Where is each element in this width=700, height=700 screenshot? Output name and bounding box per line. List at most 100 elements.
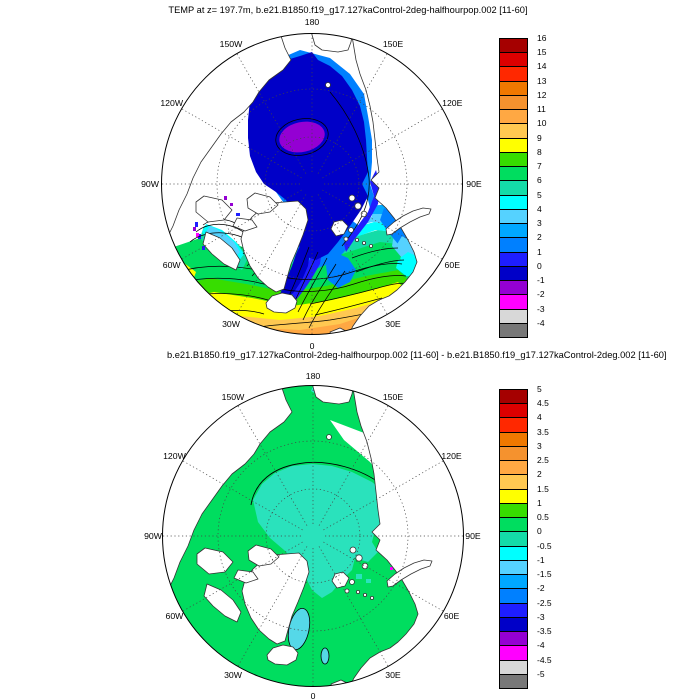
colorbar-cell <box>499 251 528 267</box>
colorbar-tick-label: -4 <box>537 317 545 328</box>
ring-label-90E: 90E <box>466 179 482 189</box>
colorbar-tick-label: 0 <box>537 260 542 271</box>
ring-label-90W: 90W <box>144 531 162 541</box>
colorbar-tick-label: 13 <box>537 75 547 86</box>
colorbar-cell <box>499 673 528 689</box>
colorbar-cell <box>499 659 528 675</box>
colorbar-cell <box>499 123 528 139</box>
ring-label-120E: 120E <box>441 451 462 461</box>
colorbar-tick-label: 1 <box>537 246 542 257</box>
ring-label-90E: 90E <box>465 531 481 541</box>
colorbar-cell <box>499 616 528 633</box>
colorbar-cell <box>499 280 528 296</box>
colorbar-tick-label: 10 <box>537 118 547 129</box>
colorbar-cell <box>499 52 528 68</box>
colorbar-tick-label: -1 <box>537 554 545 565</box>
colorbar-tick-label: 1.5 <box>537 483 549 494</box>
ring-label-150W: 150W <box>219 38 243 49</box>
colorbar-tick-label: 14 <box>537 61 547 72</box>
colorbar-tick-label: -3 <box>537 303 545 314</box>
colorbar-tick-label: -2 <box>537 583 545 594</box>
colorbar-cell <box>499 474 528 490</box>
colorbar-cell <box>499 94 528 111</box>
colorbar-cell <box>499 237 528 253</box>
colorbar-tick-label: 5 <box>537 384 542 394</box>
ring-label-120E: 120E <box>442 98 463 108</box>
colorbar-tick-label: -4.5 <box>537 654 552 665</box>
top-map <box>161 33 463 335</box>
colorbar-cell <box>499 208 528 225</box>
colorbar-tick-label: 12 <box>537 89 547 100</box>
colorbar-tick-label: 2 <box>537 232 542 243</box>
colorbar-cell <box>499 294 528 310</box>
colorbar-cell <box>499 403 528 419</box>
colorbar-cell <box>499 460 528 476</box>
colorbar-tick-label: 2.5 <box>537 455 549 466</box>
colorbar-tick-label: 4 <box>537 203 542 214</box>
colorbar-cell <box>499 137 528 153</box>
top-panel-title: TEMP at z= 197.7m, b.e21.B1850.f19_g17.1… <box>168 5 528 15</box>
colorbar-cell <box>499 109 528 125</box>
colorbar-cell <box>499 166 528 182</box>
region-central-teal <box>253 464 395 598</box>
colorbar-cell <box>499 180 528 196</box>
colorbar-tick-label: 0 <box>537 526 542 537</box>
ring-label-0: 0 <box>310 691 316 700</box>
colorbar-tick-label: 8 <box>537 146 542 157</box>
colorbar-tick-label: -3 <box>537 611 545 622</box>
colorbar-cell <box>499 502 528 519</box>
colorbar-tick-label: 7 <box>537 161 542 172</box>
colorbar-cell <box>499 194 528 210</box>
ring-label-60W: 60W <box>165 611 184 621</box>
colorbar-cell <box>499 308 528 324</box>
region-arctic-basin <box>248 52 368 260</box>
ring-label-30W: 30W <box>224 669 242 680</box>
ring-label-60W: 60W <box>162 260 181 270</box>
colorbar-tick-label: 9 <box>537 132 542 143</box>
map-frame-bottom <box>162 385 464 687</box>
colorbar-cell <box>499 488 528 504</box>
colorbar-cell <box>499 588 528 604</box>
colorbar-cell <box>499 574 528 590</box>
colorbar-cell <box>499 223 528 239</box>
ring-label-30E: 30E <box>385 319 401 330</box>
colorbar-cell <box>499 531 528 547</box>
ring-label-150E: 150E <box>382 392 404 403</box>
ring-label-90W: 90W <box>141 179 159 189</box>
colorbar-cell <box>499 445 528 462</box>
ring-label-150W: 150W <box>221 392 245 403</box>
ring-label-60E: 60E <box>444 260 461 270</box>
colorbar-tick-label: 3.5 <box>537 426 549 437</box>
ring-label-120W: 120W <box>160 98 184 108</box>
colorbar-cell <box>499 66 528 82</box>
colorbar-cell <box>499 631 528 647</box>
colorbar-tick-label: 16 <box>537 33 547 43</box>
colorbar-cell <box>499 417 528 433</box>
colorbar-cell <box>499 265 528 282</box>
region-east-greenland-current <box>280 246 310 300</box>
region-cold-pool <box>279 121 325 153</box>
colorbar-cell <box>499 517 528 533</box>
colorbar-tick-label: -0.5 <box>537 540 552 551</box>
colorbar-tick-label: 15 <box>537 47 547 58</box>
colorbar-tick-label: 3 <box>537 440 542 451</box>
ring-label-180: 180 <box>304 17 320 27</box>
colorbar-cell <box>499 38 528 54</box>
colorbar-tick-label: 1 <box>537 497 542 508</box>
colorbar-cell <box>499 431 528 447</box>
colorbar-cell <box>499 151 528 168</box>
colorbar-tick-label: 6 <box>537 175 542 186</box>
map-frame-top <box>161 33 463 335</box>
colorbar-tick-label: -2 <box>537 289 545 300</box>
colorbar-cell <box>499 80 528 96</box>
colorbar-tick-label: -1.5 <box>537 569 552 580</box>
colorbar-tick-label: 4 <box>537 412 542 423</box>
colorbar-tick-label: -4 <box>537 640 545 651</box>
ring-label-30E: 30E <box>385 669 401 680</box>
colorbar-tick-label: 0.5 <box>537 512 549 523</box>
ring-label-120W: 120W <box>163 451 186 461</box>
colorbar-tick-label: 2 <box>537 469 542 480</box>
colorbar-tick-label: -2.5 <box>537 597 552 608</box>
